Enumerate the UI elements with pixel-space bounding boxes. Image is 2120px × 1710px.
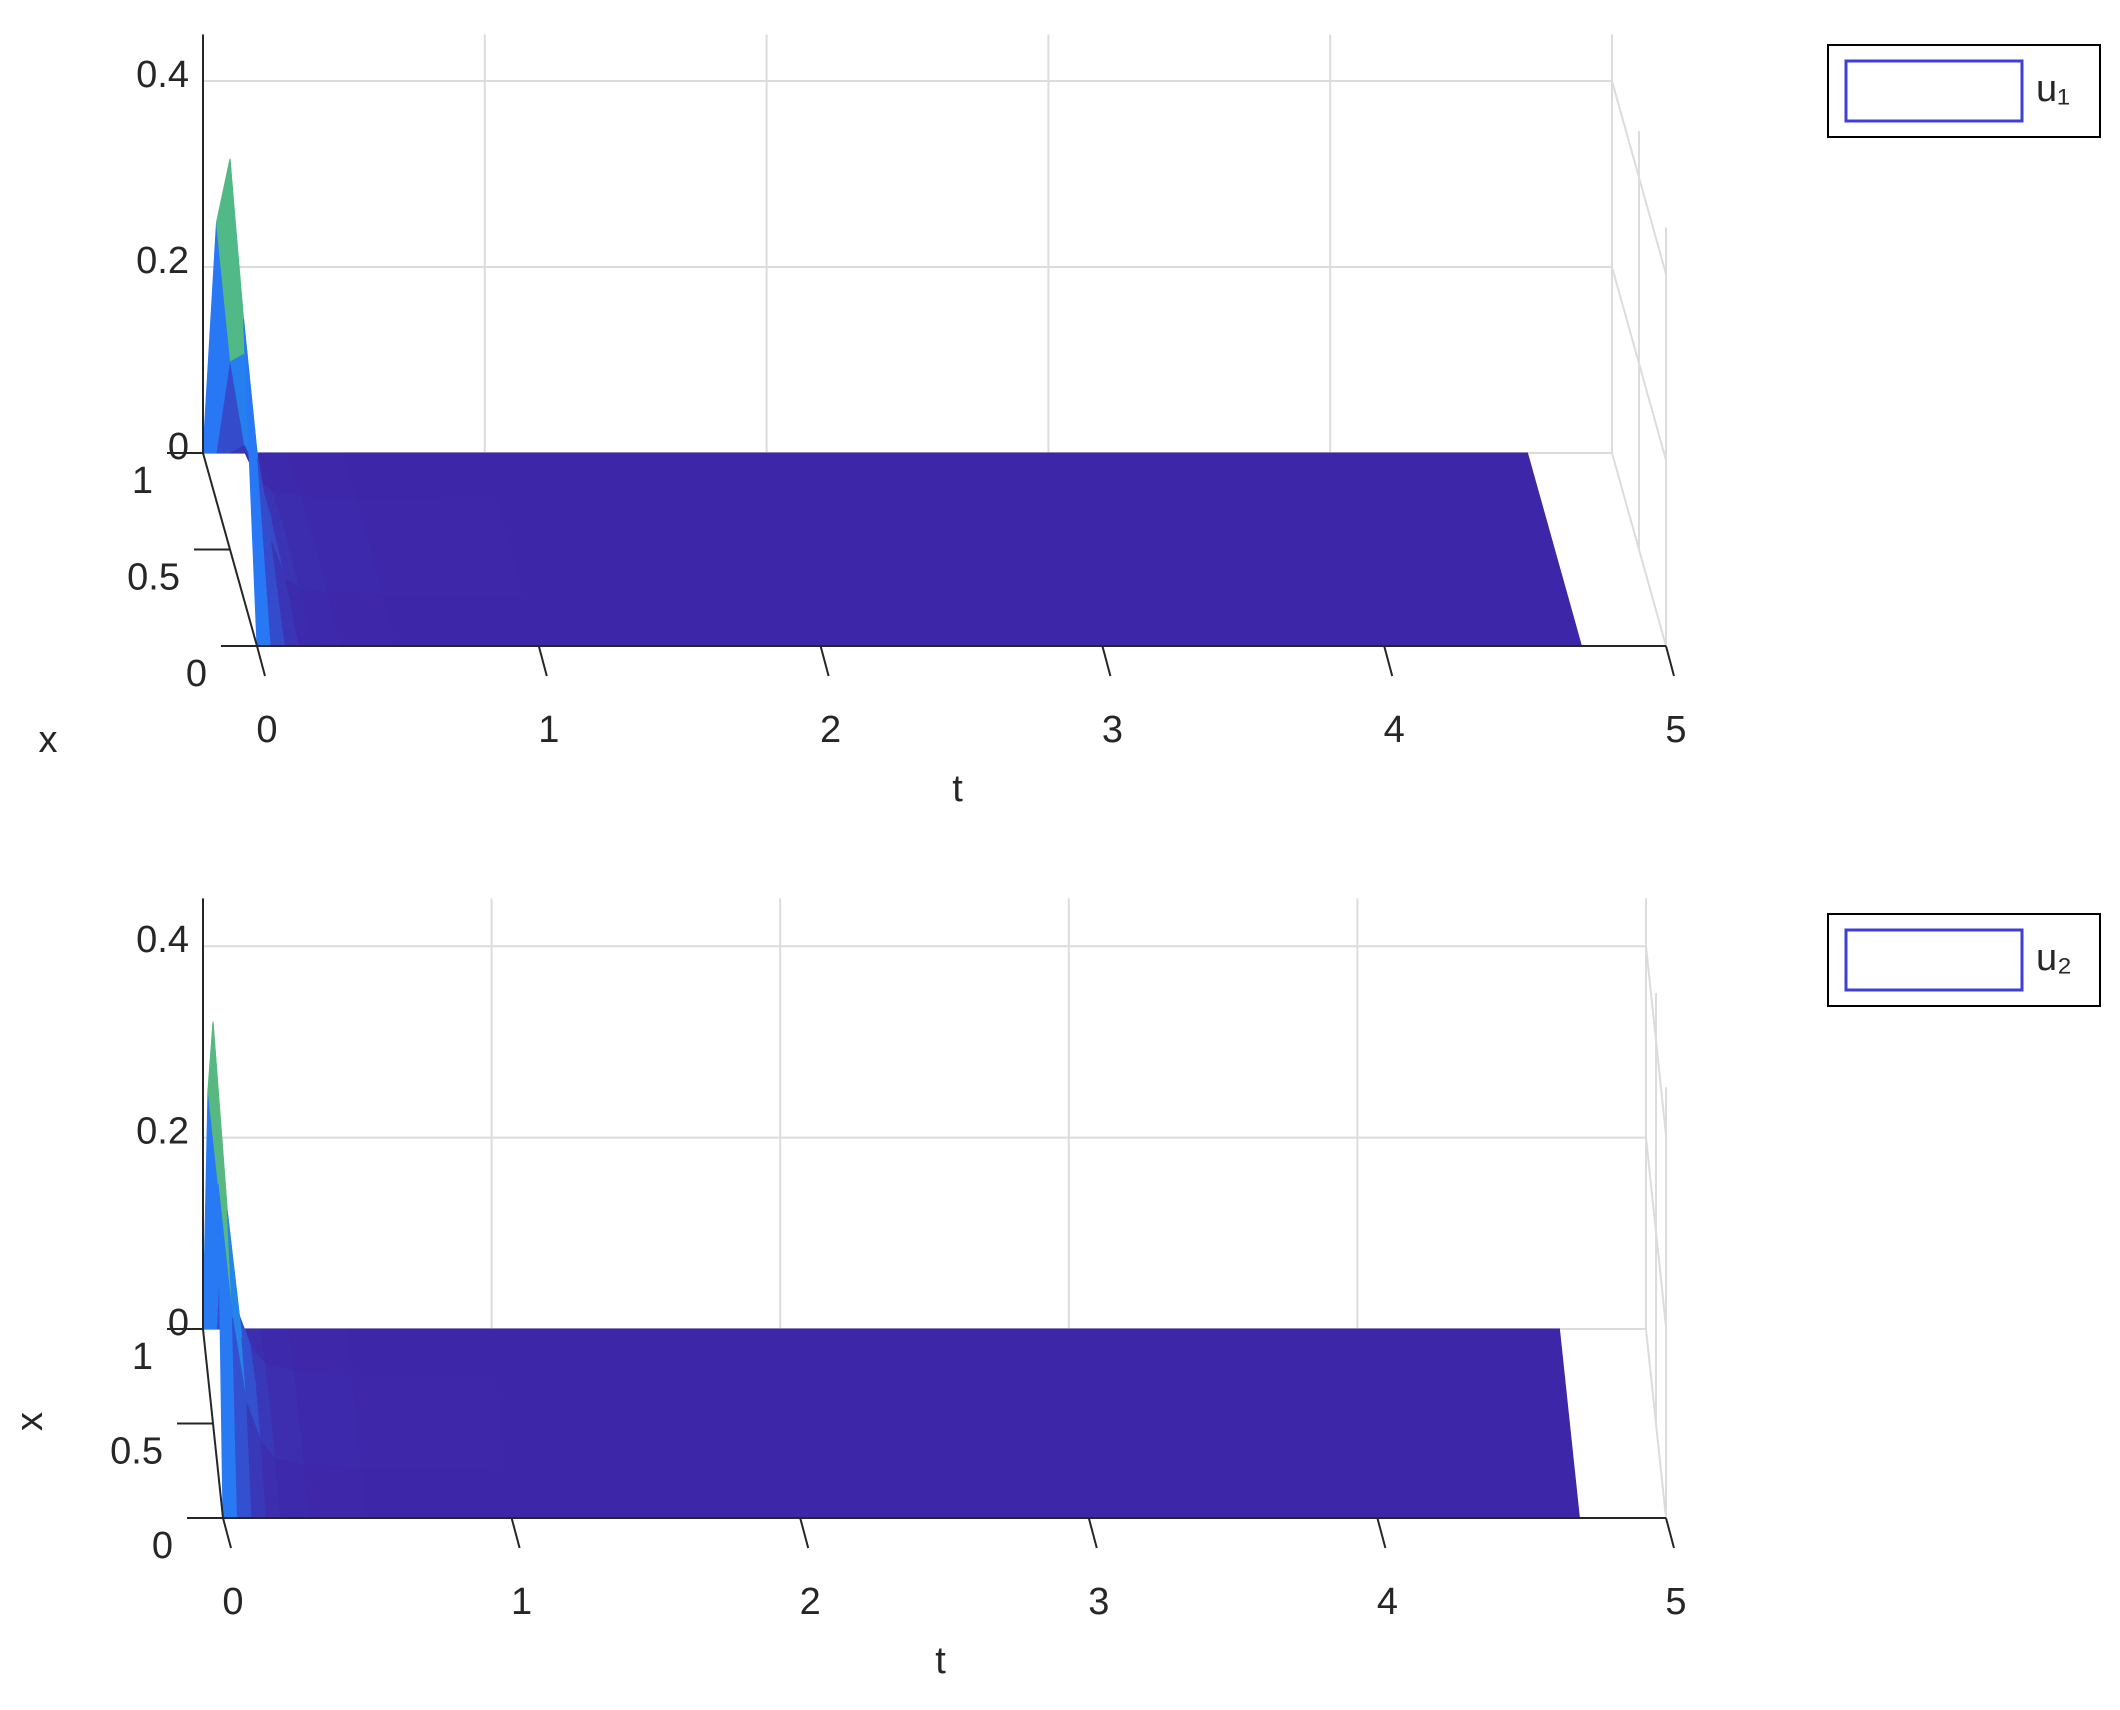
surface-patch <box>1329 452 1542 502</box>
legend-swatch <box>1844 928 2024 992</box>
x-tick <box>819 645 830 677</box>
x-tick-label: 3 <box>1102 709 1123 751</box>
surface-patch <box>1361 1375 1570 1424</box>
z-tick-label: 0.4 <box>136 919 189 961</box>
y-tick-label: 1 <box>132 1336 153 1378</box>
x-tick-label: 2 <box>800 1581 821 1623</box>
surface-patch <box>1366 1423 1575 1472</box>
surface-patch <box>524 597 822 647</box>
surface-patch <box>506 1470 801 1519</box>
y-tick-label: 0 <box>152 1525 173 1567</box>
surface-patch <box>779 500 1077 550</box>
x-tick <box>1101 645 1112 677</box>
surface-patch <box>356 1420 508 1472</box>
surface-patch <box>1088 597 1385 647</box>
surface-patch <box>1068 1328 1363 1377</box>
y-tick-label: 0.5 <box>127 557 180 599</box>
x-axis-label: t <box>935 1640 946 1682</box>
surface-patch <box>779 1328 1075 1377</box>
y-axis-label: x <box>39 719 58 761</box>
x-tick-label: 2 <box>820 709 841 751</box>
surface-patch <box>299 1415 363 1470</box>
surface-patch <box>1083 1470 1378 1519</box>
grid-line <box>203 266 1667 461</box>
surface-patch <box>491 1328 786 1377</box>
x-tick <box>799 1517 810 1549</box>
z-tick-label: 0.2 <box>136 240 189 282</box>
surface-patch <box>1074 549 1372 599</box>
x-tick-label: 4 <box>1377 1581 1398 1623</box>
z-tick-label: 0 <box>168 426 189 468</box>
y-axis-label: x <box>9 1412 51 1431</box>
surface-patch <box>1371 1470 1580 1519</box>
x-tick <box>537 645 548 677</box>
x-tick-label: 0 <box>256 709 277 751</box>
surface-patch <box>794 1470 1090 1519</box>
surface-patch <box>383 595 540 647</box>
surface-patch <box>294 1369 358 1422</box>
z-tick-label: 0 <box>168 1302 189 1344</box>
surface-patch <box>496 1375 791 1424</box>
surface-patch <box>346 1328 498 1377</box>
surface-patch <box>765 452 1063 502</box>
x-tick-label: 1 <box>538 709 559 751</box>
x-axis-label: t <box>952 768 963 810</box>
surface-patch <box>1047 452 1345 502</box>
surface-patch <box>370 546 526 599</box>
surface-patch <box>1073 1375 1368 1424</box>
legend-label: u₁ <box>2036 68 2070 110</box>
surface-patch <box>806 597 1104 647</box>
grid-line <box>203 1136 1667 1327</box>
x-tick <box>1383 645 1394 677</box>
surface-patch <box>511 549 808 599</box>
x-tick-label: 4 <box>1384 709 1405 751</box>
grid-line <box>203 80 1667 275</box>
surface-patch <box>789 1423 1085 1472</box>
surface-patch <box>343 452 499 502</box>
surface-patch <box>1370 597 1583 647</box>
surface-patch <box>484 452 781 502</box>
x-tick-label: 0 <box>222 1581 243 1623</box>
y-tick-label: 1 <box>132 460 153 502</box>
x-tick-label: 5 <box>1665 1581 1686 1623</box>
surface-patch <box>361 1468 513 1519</box>
x-tick-label: 3 <box>1088 1581 1109 1623</box>
x-tick <box>222 1517 232 1549</box>
x-tick <box>256 645 266 677</box>
legend-swatch <box>1844 59 2024 123</box>
surface-patch <box>501 1423 796 1472</box>
surface-patch <box>1356 549 1569 599</box>
z-tick-label: 0.4 <box>136 54 189 96</box>
x-tick <box>1665 645 1675 677</box>
x-tick <box>1376 1517 1387 1549</box>
x-tick <box>510 1517 521 1549</box>
surface-patch <box>304 1464 368 1519</box>
x-tick-label: 1 <box>511 1581 532 1623</box>
surface-patch <box>351 1373 503 1425</box>
x-tick <box>1665 1517 1675 1549</box>
grid-line <box>203 945 1667 1136</box>
surface-patch <box>784 1375 1080 1424</box>
surface-patch <box>356 498 513 551</box>
x-tick <box>1087 1517 1098 1549</box>
surface-patch <box>1356 1328 1565 1377</box>
x-tick-label: 5 <box>1665 709 1686 751</box>
surface-patch <box>1343 500 1556 550</box>
legend-label: u₂ <box>2036 937 2072 979</box>
surface-patch <box>1061 500 1358 550</box>
surface-patch <box>1078 1423 1373 1472</box>
y-tick-label: 0 <box>186 653 207 695</box>
surface-patch <box>497 500 795 550</box>
surface-patch <box>289 1328 353 1375</box>
z-tick-label: 0.2 <box>136 1111 189 1153</box>
y-tick-label: 0.5 <box>110 1431 163 1473</box>
surface-patch <box>792 549 1090 599</box>
